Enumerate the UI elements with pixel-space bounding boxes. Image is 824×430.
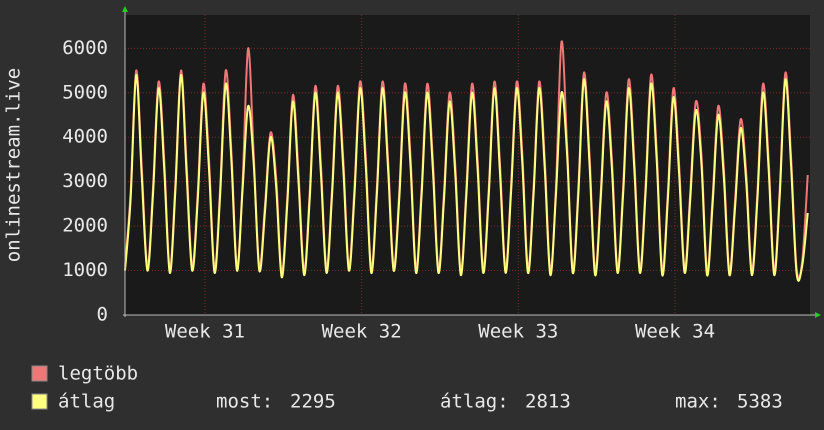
y-tick-label: 0 [97, 304, 108, 326]
x-tick-label: Week 34 [635, 321, 715, 343]
x-tick-label: Week 33 [478, 321, 558, 343]
legend: legtöbb átlag most: 2295 átlag: 2813 max: 5383 [31, 363, 783, 413]
legend-swatch [31, 393, 48, 410]
legend-label: átlag [58, 391, 115, 413]
legend-swatch [31, 365, 48, 382]
stat-value: 2813 [525, 391, 571, 413]
stat-value: 5383 [737, 391, 783, 413]
y-tick-label: 5000 [62, 81, 108, 103]
stat-label: most: [216, 391, 273, 413]
legend-label: legtöbb [58, 363, 138, 385]
x-arrow [815, 312, 821, 318]
series-line [124, 73, 809, 282]
y-tick-label: 6000 [62, 37, 108, 59]
y-tick-label: 1000 [62, 259, 108, 281]
x-tick-label: Week 31 [165, 321, 245, 343]
stat-label: max: [675, 391, 721, 413]
lines [124, 40, 809, 282]
y-arrow [122, 6, 128, 12]
y-tick-label: 3000 [62, 170, 108, 192]
y-axis-label: onlinestream.live [3, 68, 25, 262]
stat-label: átlag: [440, 391, 509, 413]
x-tick-label: Week 32 [322, 321, 402, 343]
stat-value: 2295 [290, 391, 336, 413]
y-tick-label: 4000 [62, 126, 108, 148]
y-tick-label: 2000 [62, 215, 108, 237]
